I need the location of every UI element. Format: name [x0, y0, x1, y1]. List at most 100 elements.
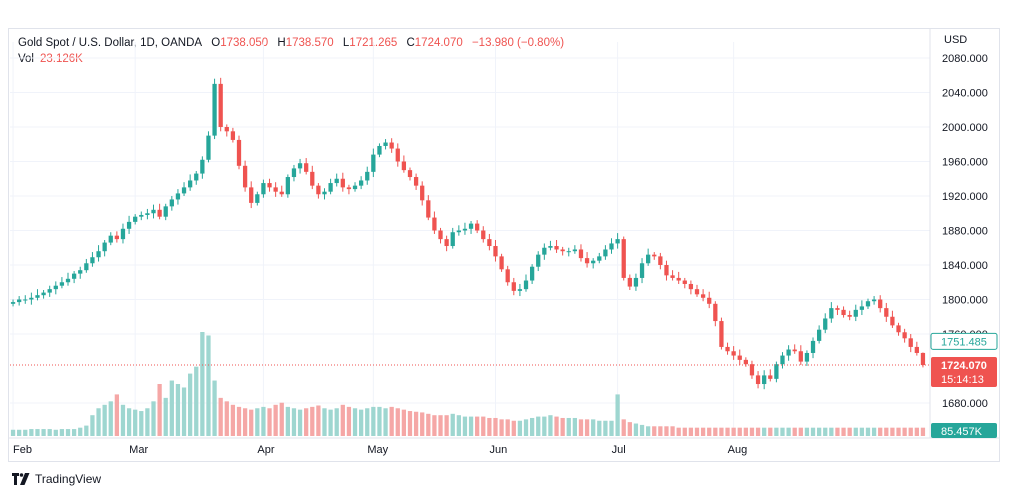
candle-body [273, 187, 278, 192]
candle-body [847, 315, 852, 317]
volume-bar [194, 366, 199, 436]
candle-body [297, 163, 303, 169]
volume-bar [725, 427, 730, 436]
candle-body [175, 193, 181, 200]
volume-bar [297, 409, 303, 436]
volume-bar [762, 427, 767, 436]
candle-body [108, 235, 113, 243]
candle-body [908, 338, 913, 347]
volume-bar [853, 427, 858, 436]
volume-bar [707, 427, 712, 436]
time-tick-label: Jul [612, 444, 626, 456]
candle-body [310, 171, 315, 186]
volume-bar [163, 397, 168, 436]
volume-bar [426, 413, 431, 436]
volume-bar [859, 427, 865, 436]
candle-body [755, 375, 761, 385]
candle-body [395, 148, 400, 162]
candle-body [816, 329, 822, 341]
candle-body [151, 209, 156, 214]
volume-bar [517, 420, 523, 436]
volume-bar [841, 427, 846, 436]
candle-body [365, 171, 370, 181]
candle-body [859, 306, 865, 310]
candle-body [267, 183, 272, 188]
candle-body [731, 351, 736, 356]
candle-body [762, 375, 767, 385]
symbol-title[interactable]: Gold Spot / U.S. Dollar, 1D, OANDA [18, 37, 203, 49]
candle-body [902, 332, 907, 339]
currency-label[interactable]: USD [944, 34, 968, 46]
candle-body [102, 242, 107, 252]
candle-body [633, 277, 639, 287]
volume-bar [749, 427, 755, 436]
price-tick-label: 1880.000 [942, 226, 988, 238]
volume-bar [835, 427, 840, 436]
volume-bar [804, 427, 810, 436]
volume-bar [120, 404, 126, 436]
volume-bar [786, 427, 791, 436]
last-price-badge-text: 1724.070 [941, 360, 987, 372]
volume-bar [413, 411, 419, 436]
volume-bar [96, 408, 101, 436]
candle-body [707, 297, 712, 304]
candle-body [682, 280, 687, 284]
candle-body [78, 270, 83, 274]
candle-body [450, 232, 455, 247]
volume-bar [456, 415, 461, 436]
close-label: C [406, 37, 415, 49]
volume-bar [914, 427, 919, 436]
candle-body [126, 221, 132, 229]
candle-body [71, 273, 77, 279]
volume-bar [279, 402, 284, 436]
candle-body [242, 165, 248, 188]
candle-body [157, 209, 162, 217]
volume-bar [249, 409, 254, 436]
candle-body [914, 346, 919, 353]
candle-body [304, 163, 309, 172]
candle-body [236, 139, 242, 166]
candle-body [749, 364, 755, 376]
volume-bar [291, 408, 297, 436]
volume-bar [255, 408, 260, 436]
volume-badge [931, 423, 997, 438]
volume-bar [780, 427, 785, 436]
candle-body [163, 206, 168, 217]
volume-bar [621, 419, 626, 436]
volume-bar [737, 427, 742, 436]
volume-bar [536, 416, 541, 436]
candle-body [181, 187, 187, 194]
time-tick-label: Apr [257, 444, 274, 456]
volume-bar [523, 419, 529, 436]
volume-bar [78, 427, 83, 436]
price-tick-label: 2040.000 [942, 88, 988, 100]
volume-bar [615, 394, 620, 436]
candle-body [878, 299, 883, 309]
candle-body [401, 161, 407, 171]
volume-bar [511, 420, 516, 436]
brand-name[interactable]: TradingView [35, 472, 102, 486]
volume-bar [487, 417, 492, 436]
volume-bar [188, 373, 193, 436]
time-tick-label: Jun [489, 444, 507, 456]
candle-body [285, 177, 290, 195]
price-tick-label: 1840.000 [942, 260, 988, 272]
candle-body [200, 159, 205, 174]
volume-bar [133, 409, 138, 436]
volume-bar [816, 427, 822, 436]
candle-body [664, 265, 669, 276]
candle-body [554, 246, 559, 250]
volume-bar [420, 412, 425, 436]
volume-bar [334, 408, 339, 436]
volume-bar [829, 427, 834, 436]
candle-body [786, 349, 791, 356]
candle-body [432, 217, 437, 231]
volume-bar [731, 427, 736, 436]
grid-lines [10, 42, 930, 432]
candle-body [84, 263, 89, 271]
volume-bar [713, 427, 718, 436]
candle-body [560, 249, 565, 252]
volume-bar [438, 415, 443, 436]
volume-bar [633, 423, 639, 436]
